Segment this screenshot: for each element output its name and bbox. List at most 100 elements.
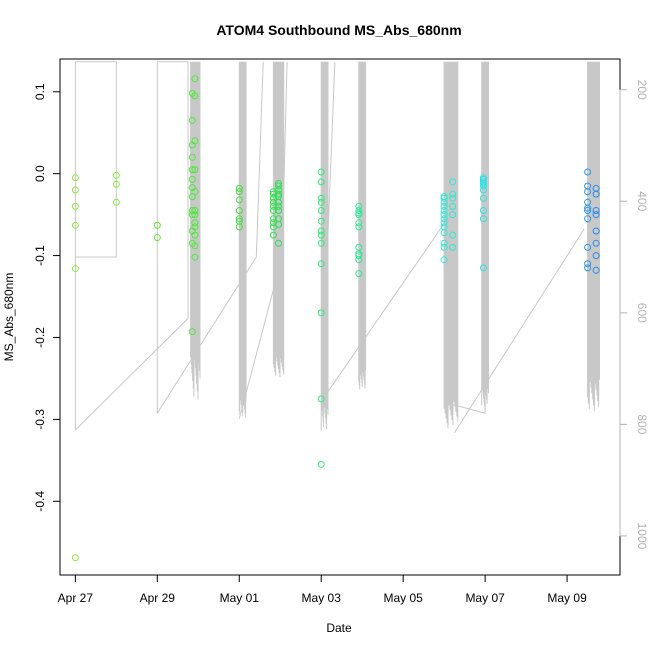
- data-point: [592, 252, 600, 260]
- data-point: [269, 202, 277, 210]
- data-point: [355, 270, 363, 278]
- data-point: [317, 460, 325, 468]
- data-point: [584, 204, 592, 212]
- data-point: [191, 231, 199, 239]
- data-point: [275, 182, 282, 190]
- data-point: [440, 207, 448, 214]
- y-tick-label: 0.0: [33, 165, 47, 182]
- data-point: [479, 207, 487, 214]
- data-point: [449, 243, 457, 251]
- data-point: [71, 221, 79, 229]
- data-point: [592, 239, 600, 247]
- data-point: [449, 231, 457, 239]
- data-point: [71, 202, 79, 210]
- x-tick-label: May 07: [465, 591, 505, 605]
- data-point: [153, 234, 161, 242]
- data-point: [449, 190, 457, 198]
- data-point: [112, 198, 120, 206]
- data-point: [440, 219, 448, 227]
- data-point: [479, 215, 487, 223]
- y-tick-label: -0.3: [33, 409, 47, 430]
- data-point: [275, 202, 282, 210]
- data-point: [71, 174, 79, 182]
- secondary-y-tick-label: 200: [635, 80, 649, 100]
- data-point: [188, 166, 196, 174]
- data-point: [317, 309, 325, 317]
- secondary-y-tick-label: 600: [635, 303, 649, 323]
- data-point: [355, 223, 363, 231]
- data-point: [188, 175, 196, 183]
- data-point: [440, 229, 448, 237]
- data-point: [269, 207, 277, 214]
- data-point: [584, 188, 592, 196]
- data-point: [317, 231, 325, 239]
- data-point: [479, 194, 487, 202]
- data-point: [584, 215, 592, 223]
- data-point: [188, 328, 196, 336]
- data-point: [269, 198, 277, 206]
- data-point: [71, 265, 79, 273]
- data-point: [355, 207, 363, 214]
- data-point: [275, 198, 282, 206]
- data-point: [592, 190, 600, 198]
- y-axis-label: MS_Abs_680nm: [2, 273, 16, 362]
- data-point: [449, 194, 457, 202]
- data-point: [440, 198, 448, 206]
- points-layer: [71, 75, 600, 562]
- data-point: [479, 186, 487, 194]
- data-point: [191, 137, 199, 145]
- x-tick-label: Apr 29: [140, 591, 176, 605]
- data-point: [191, 223, 199, 231]
- data-point: [479, 182, 487, 190]
- depth-trace-layer: [74, 61, 600, 434]
- data-point: [317, 395, 325, 403]
- y-tick-label: -0.2: [33, 327, 47, 348]
- data-point: [355, 219, 363, 227]
- data-point: [355, 256, 363, 264]
- data-point: [235, 207, 243, 214]
- data-point: [112, 180, 120, 188]
- data-point: [592, 211, 600, 219]
- data-point: [235, 223, 243, 231]
- data-point: [592, 227, 600, 235]
- data-point: [317, 198, 325, 206]
- data-point: [191, 207, 199, 214]
- data-point: [584, 260, 592, 268]
- data-point: [235, 215, 243, 223]
- data-point: [191, 242, 199, 250]
- data-point: [317, 194, 325, 202]
- data-point: [317, 168, 325, 176]
- y-tick-label: -0.1: [33, 245, 47, 266]
- data-point: [317, 260, 325, 268]
- data-point: [191, 211, 199, 219]
- x-tick-label: May 03: [302, 591, 342, 605]
- data-point: [317, 227, 325, 235]
- data-point: [440, 202, 448, 210]
- data-point: [235, 196, 243, 204]
- chart-title: ATOM4 Southbound MS_Abs_680nm: [216, 22, 461, 38]
- x-axis-label: Date: [326, 621, 352, 635]
- y-tick-label: -0.4: [33, 491, 47, 512]
- data-point: [235, 184, 243, 192]
- data-point: [188, 116, 196, 124]
- data-point: [275, 239, 282, 247]
- data-point: [479, 264, 487, 272]
- data-point: [317, 207, 325, 214]
- data-point: [317, 239, 325, 247]
- data-point: [275, 190, 282, 198]
- data-point: [440, 211, 448, 219]
- depth-profile-burst: [358, 61, 367, 390]
- data-point: [269, 215, 277, 223]
- data-point: [440, 256, 448, 264]
- depth-profile-burst: [443, 61, 459, 429]
- secondary-y-tick-label: 800: [635, 414, 649, 434]
- depth-trace-connector: [453, 228, 585, 434]
- data-point: [269, 231, 277, 239]
- data-point: [584, 207, 592, 214]
- data-point: [584, 264, 592, 272]
- data-point: [440, 194, 448, 202]
- data-point: [235, 188, 243, 196]
- data-point: [440, 239, 448, 247]
- data-point: [440, 215, 448, 223]
